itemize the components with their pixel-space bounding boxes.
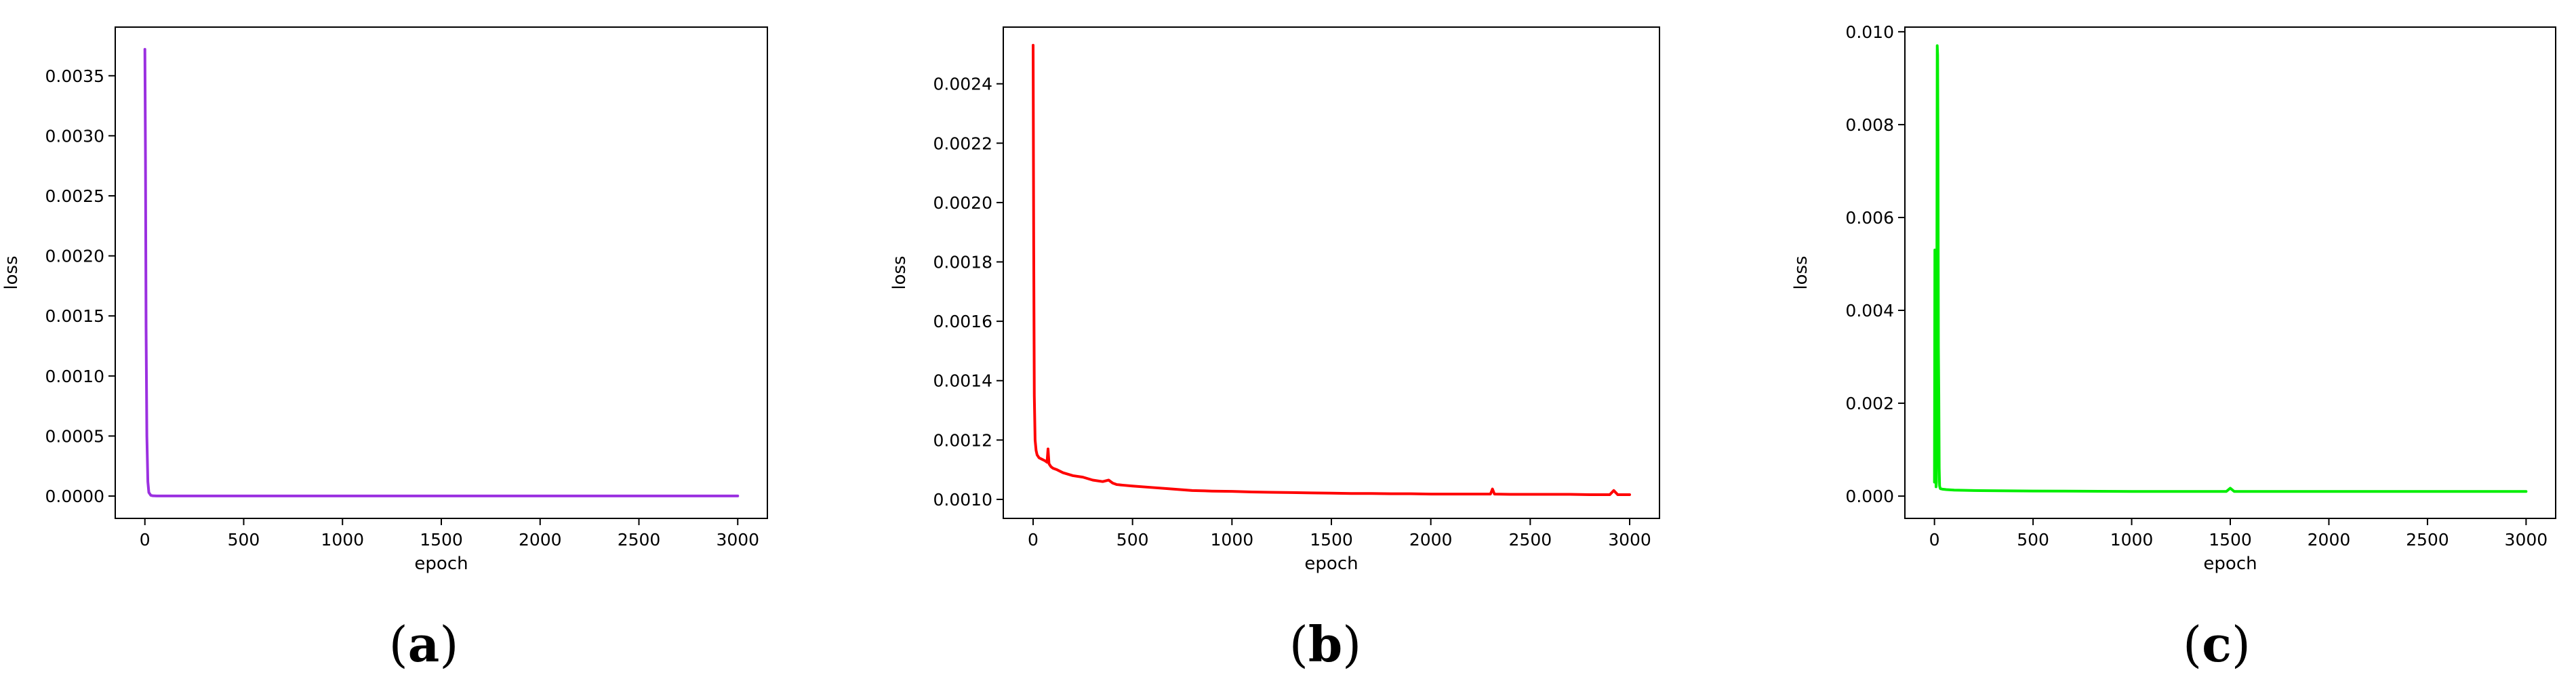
x-tick-label: 1000 (1211, 530, 1254, 550)
caption-c-letter: c (2202, 615, 2232, 673)
series-line (1933, 44, 2528, 493)
y-tick-label: 0.0020 (45, 247, 104, 266)
caption-c: (c) (2182, 615, 2251, 673)
x-tick-label: 3000 (1608, 530, 1651, 550)
y-tick-label: 0.008 (1845, 115, 1894, 135)
y-tick-label: 0.0035 (45, 66, 104, 86)
x-tick-label: 1500 (420, 530, 463, 550)
plot-frame (115, 26, 768, 519)
series-line (1032, 43, 1631, 496)
x-tick-label: 1500 (2209, 530, 2252, 550)
x-tick-label: 1000 (321, 530, 364, 550)
plot-frame (1904, 26, 2556, 519)
x-tick-label: 500 (228, 530, 260, 550)
x-axis-label: epoch (414, 554, 468, 574)
x-tick-label: 2000 (519, 530, 562, 550)
x-tick-label: 2000 (1409, 530, 1453, 550)
x-tick-label: 3000 (2505, 530, 2548, 550)
y-tick-label: 0.0014 (933, 371, 992, 391)
x-tick-label: 1000 (2110, 530, 2154, 550)
x-tick-label: 0 (140, 530, 150, 550)
y-tick-label: 0.006 (1845, 208, 1894, 228)
caption-a-letter: a (407, 615, 440, 673)
plot-frame (1003, 26, 1660, 519)
y-tick-label: 0.0022 (933, 133, 992, 153)
chart-b: 0 500 1000 1500 2000 2500 3000 0.0010 0.0012 0.00… (889, 26, 1660, 574)
y-axis-label: loss (889, 255, 910, 289)
caption-a: (a) (388, 615, 459, 673)
chart-c: 0 500 1000 1500 2000 2500 3000 0.000 0.002 0.004 0… (1791, 22, 2556, 574)
y-tick-label: 0.0012 (933, 430, 992, 450)
y-axis-label: loss (1, 255, 22, 289)
y-tick-label: 0.010 (1845, 22, 1894, 42)
y-tick-label: 0.0010 (45, 367, 104, 386)
y-tick-label: 0.0024 (933, 75, 992, 94)
x-tick-label: 2000 (2308, 530, 2351, 550)
x-tick-label: 500 (2017, 530, 2049, 550)
chart-a: 0 500 1000 1500 2000 2500 3000 0.0000 0.0005 0.00… (1, 26, 768, 574)
series-line (143, 47, 740, 497)
y-tick-label: 0.0020 (933, 193, 992, 213)
y-tick-label: 0.002 (1845, 394, 1894, 413)
y-tick-label: 0.000 (1845, 487, 1894, 506)
x-axis-label: epoch (1304, 554, 1358, 574)
y-tick-label: 0.0010 (933, 490, 992, 510)
caption-b-letter: b (1308, 615, 1343, 673)
x-tick-label: 2500 (1509, 530, 1552, 550)
y-axis-label: loss (1791, 255, 1811, 289)
y-tick-label: 0.0025 (45, 186, 104, 206)
x-tick-label: 2500 (2406, 530, 2449, 550)
caption-b: (b) (1289, 615, 1362, 673)
y-tick-label: 0.004 (1845, 301, 1894, 321)
y-tick-label: 0.0030 (45, 126, 104, 146)
x-axis-label: epoch (2203, 554, 2257, 574)
y-tick-label: 0.0005 (45, 426, 104, 446)
y-tick-label: 0.0018 (933, 253, 992, 272)
x-tick-label: 500 (1116, 530, 1149, 550)
x-tick-label: 3000 (716, 530, 759, 550)
x-tick-label: 0 (1929, 530, 1940, 550)
y-tick-label: 0.0015 (45, 306, 104, 326)
y-tick-label: 0.0000 (45, 487, 104, 506)
x-tick-label: 2500 (618, 530, 661, 550)
x-tick-label: 0 (1028, 530, 1039, 550)
y-tick-label: 0.0016 (933, 312, 992, 331)
x-tick-label: 1500 (1310, 530, 1353, 550)
